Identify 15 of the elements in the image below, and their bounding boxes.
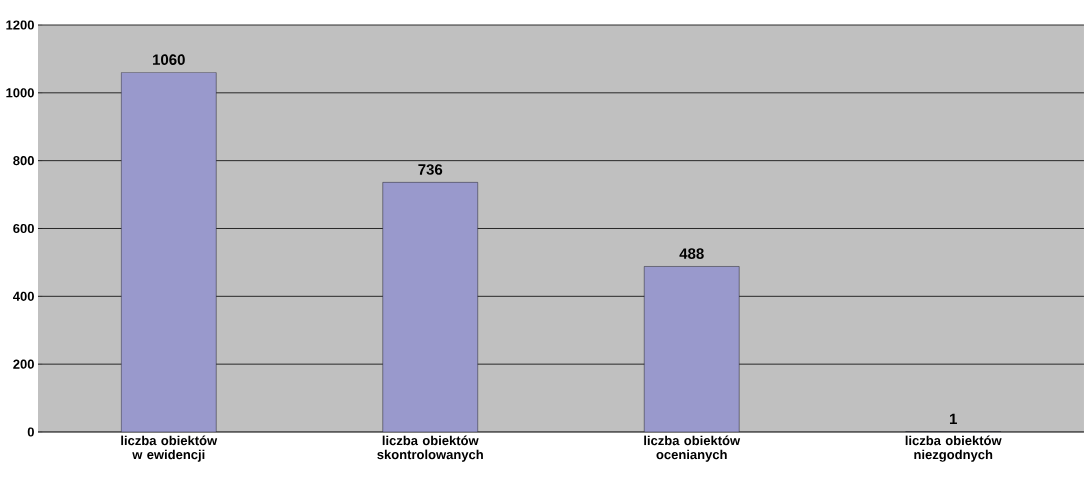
x-tick-label: liczba obiektów skontrolowanych — [377, 435, 483, 462]
data-label: 1 — [949, 413, 957, 425]
y-tick-label: 200 — [13, 359, 34, 369]
y-tick-label: 800 — [13, 156, 34, 166]
data-label: 488 — [679, 248, 704, 259]
x-tick-label: liczba obiektów w ewidencji — [121, 435, 218, 462]
x-tick-label: liczba obiektów niezgodnych — [905, 435, 1002, 462]
y-tick-label: 1000 — [6, 88, 34, 98]
data-label: 736 — [418, 164, 443, 175]
y-tick-label: 400 — [12, 291, 34, 301]
y-tick-label: 600 — [13, 223, 34, 234]
y-tick-label: 0 — [27, 427, 34, 437]
data-label: 1060 — [153, 54, 185, 65]
y-tick-label: 1200 — [6, 20, 34, 30]
x-tick-label: liczba obiektów ocenianych — [644, 435, 741, 462]
